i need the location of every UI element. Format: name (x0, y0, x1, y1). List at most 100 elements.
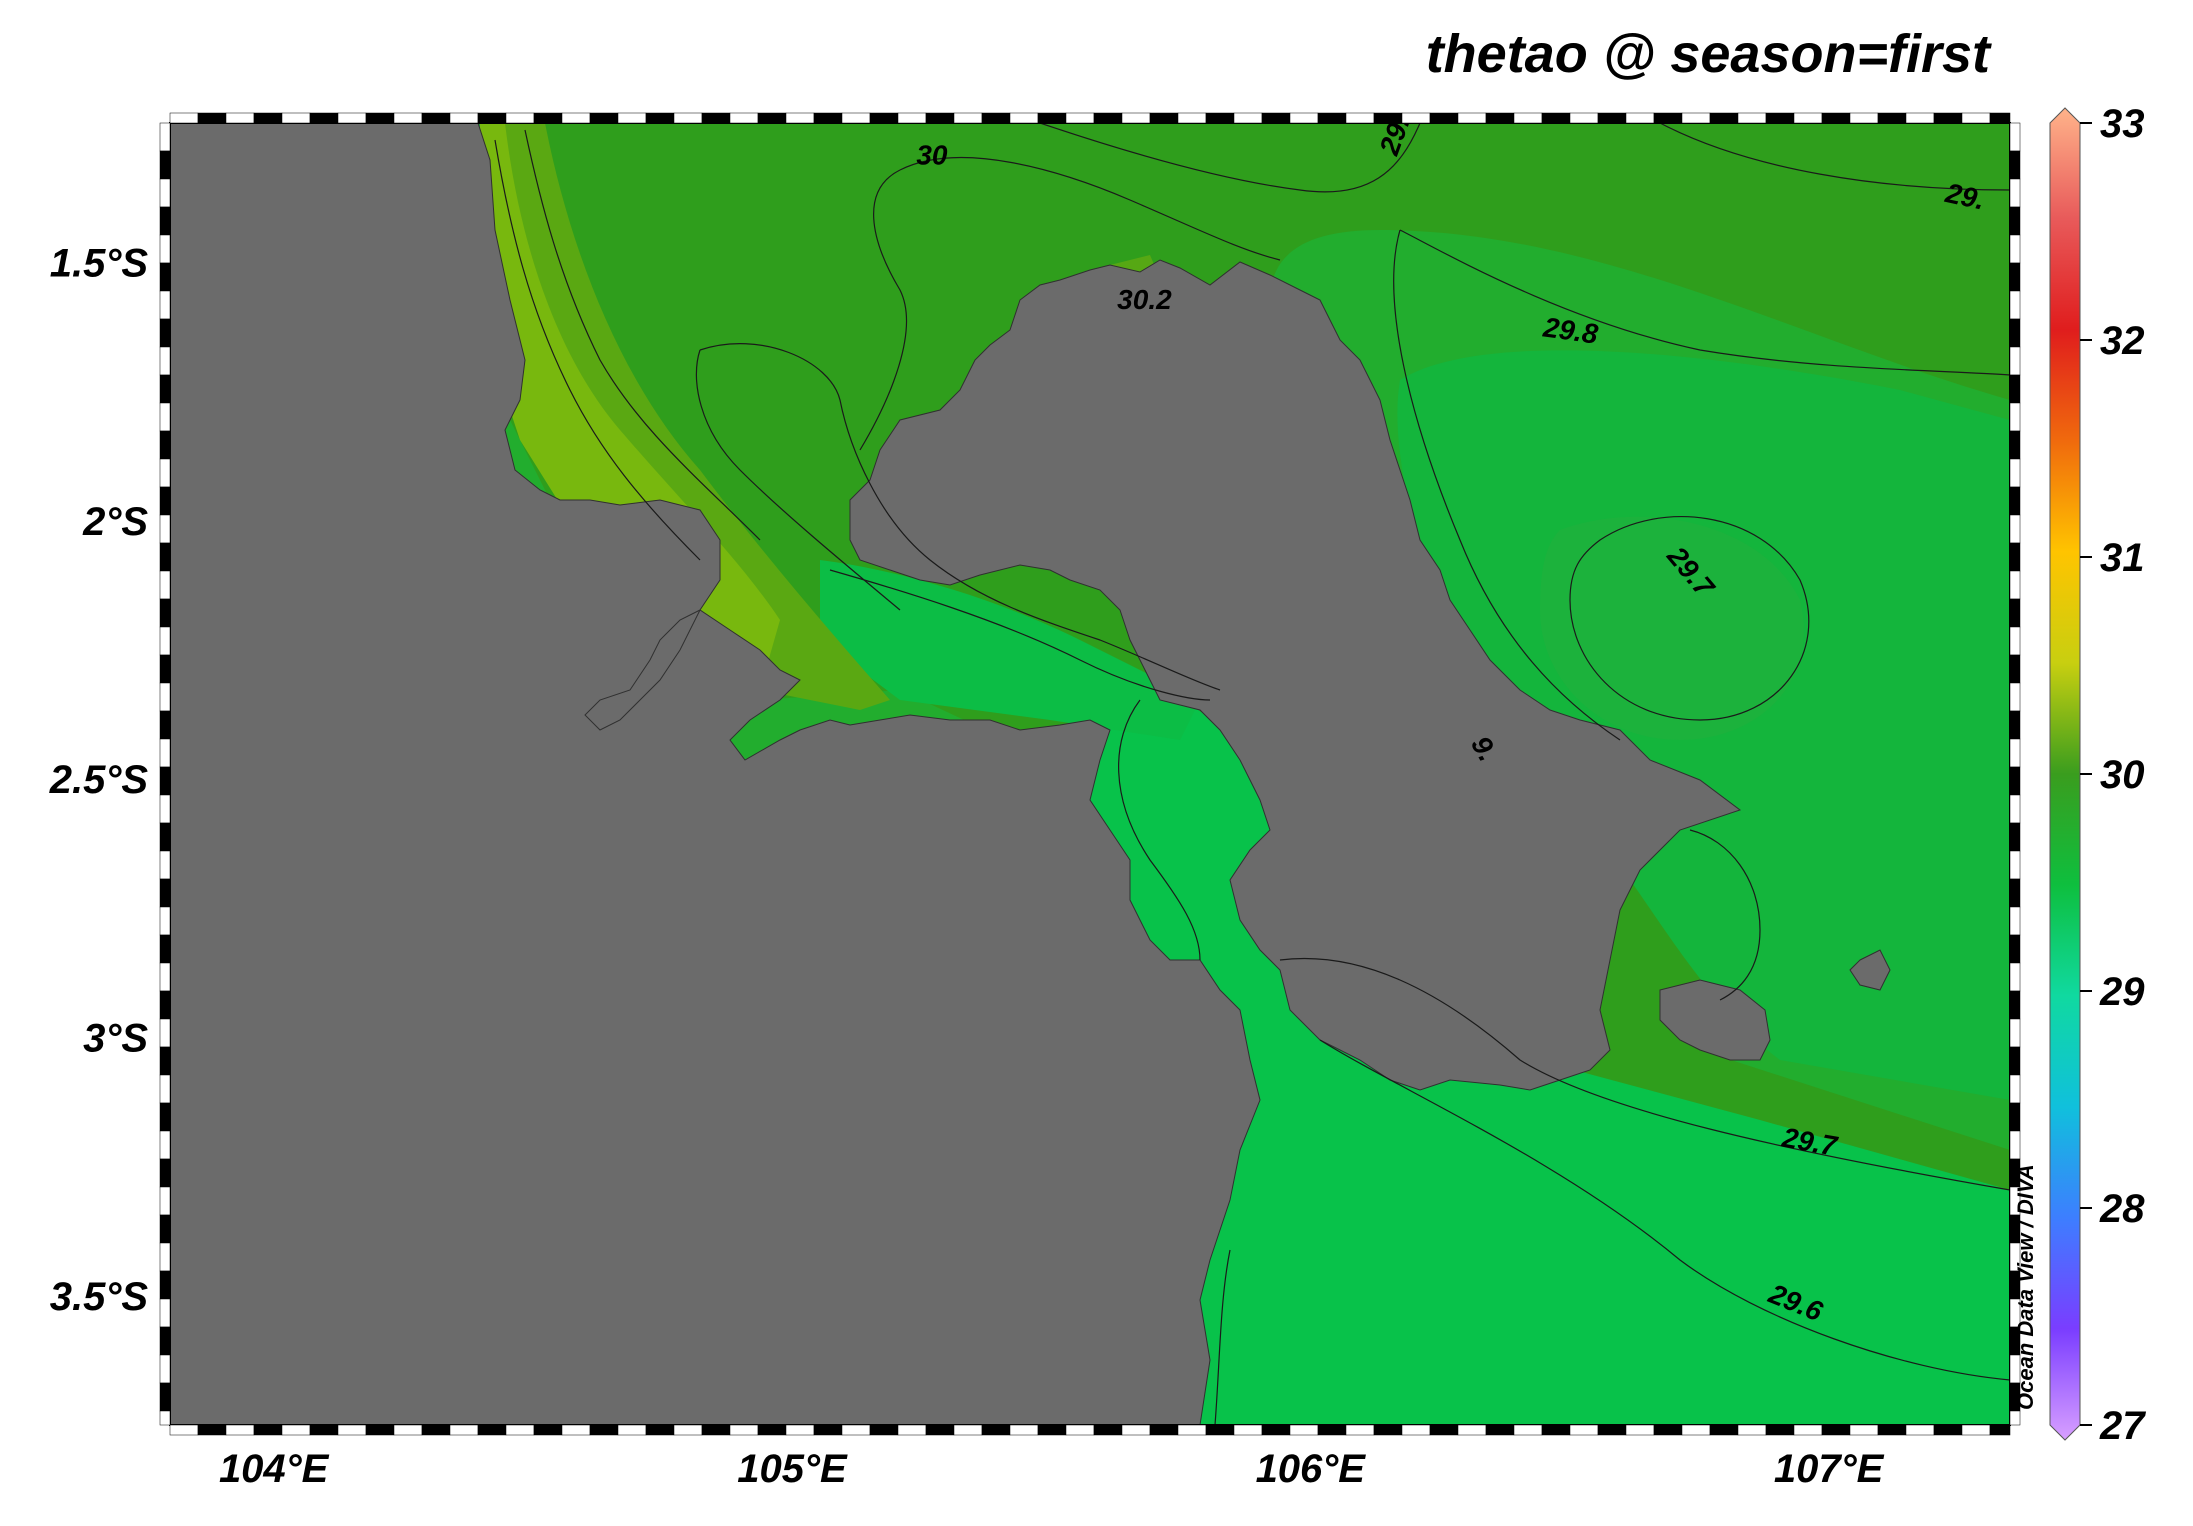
frame-tick (159, 290, 171, 320)
frame-tick (757, 1424, 787, 1436)
frame-tick (159, 1326, 171, 1356)
frame-ticks (159, 112, 2021, 1436)
frame-tick (2009, 346, 2021, 376)
frame-tick (159, 1354, 171, 1384)
frame-tick (159, 542, 171, 572)
frame-tick (785, 1424, 815, 1436)
frame-tick (1429, 112, 1459, 124)
contour-line (899, 157, 1281, 261)
frame-tick (159, 766, 171, 796)
colorbar-ticks: 33 32 31 30 29 28 27 (2080, 102, 2146, 1448)
x-tick-label: 107°E (1774, 1447, 1885, 1491)
frame-tick (159, 1382, 171, 1412)
frame-tick (841, 112, 871, 124)
frame-tick (1989, 112, 2011, 124)
frame-tick (159, 1046, 171, 1076)
colorbar-tick-label: 32 (2100, 319, 2145, 363)
frame-tick (2009, 402, 2021, 432)
frame-tick (2009, 458, 2021, 488)
frame-tick (159, 262, 171, 292)
frame-tick (1541, 1424, 1571, 1436)
frame-tick (2009, 934, 2021, 964)
frame-tick (159, 626, 171, 656)
x-axis-labels: 104°E 105°E 106°E 107°E (219, 1447, 1885, 1491)
frame-tick (365, 1424, 395, 1436)
frame-tick (1681, 1424, 1711, 1436)
frame-tick (2009, 1102, 2021, 1132)
frame-tick (1457, 112, 1487, 124)
frame-tick (2009, 150, 2021, 180)
frame-tick (159, 374, 171, 404)
frame-tick (1905, 112, 1935, 124)
colorbar-tick-label: 31 (2100, 536, 2145, 580)
frame-tick (159, 1242, 171, 1272)
frame-tick (1821, 112, 1851, 124)
frame-tick (1597, 112, 1627, 124)
frame-tick (159, 1270, 171, 1300)
frame-tick (309, 1424, 339, 1436)
frame-tick (617, 112, 647, 124)
frame-tick (281, 1424, 311, 1436)
frame-tick (533, 112, 563, 124)
frame-tick (197, 112, 227, 124)
frame-tick (2009, 710, 2021, 740)
colorbar: 33 32 31 30 29 28 27 (2049, 102, 2146, 1448)
frame-tick (2009, 486, 2021, 516)
frame-tick (159, 1186, 171, 1216)
frame-tick (1429, 1424, 1459, 1436)
frame-tick (1289, 112, 1319, 124)
frame-tick (1821, 1424, 1851, 1436)
frame-tick (2009, 122, 2021, 152)
frame-tick (1205, 112, 1235, 124)
frame-tick (1177, 112, 1207, 124)
frame-tick (869, 112, 899, 124)
frame-tick (159, 934, 171, 964)
frame-tick (1681, 112, 1711, 124)
frame-tick (1625, 1424, 1655, 1436)
x-tick-label: 104°E (219, 1447, 330, 1491)
contour-line (1393, 229, 1621, 741)
frame-tick (225, 112, 255, 124)
frame-tick (1233, 112, 1263, 124)
frame-tick (337, 1424, 367, 1436)
frame-tick (159, 906, 171, 936)
contour-line (1319, 1039, 2010, 1381)
frame-tick (159, 346, 171, 376)
frame-tick (159, 794, 171, 824)
frame-tick (1485, 1424, 1515, 1436)
frame-tick (1737, 1424, 1767, 1436)
contour-line (1689, 829, 1761, 1001)
frame-tick (449, 112, 479, 124)
contour-line (859, 169, 908, 451)
frame-tick (159, 318, 171, 348)
frame-tick (1009, 1424, 1039, 1436)
frame-tick (2009, 570, 2021, 600)
colorbar-tick-label: 29 (2099, 970, 2145, 1014)
contour-line (695, 349, 901, 611)
coastal-band-west (480, 123, 890, 710)
contour-line (829, 569, 1211, 701)
frame-tick (2009, 626, 2021, 656)
map-area: 30 29.29.30.229.829.79.29.729.6 (170, 123, 2010, 1425)
contour-line (1118, 699, 1201, 961)
frame-tick (159, 878, 171, 908)
frame-tick (2009, 542, 2021, 572)
frame-tick (701, 1424, 731, 1436)
frame-tick (673, 112, 703, 124)
frame-tick (2009, 822, 2021, 852)
frame-tick (1709, 1424, 1739, 1436)
land-sumatra (170, 123, 1261, 1425)
frame-tick (2009, 906, 2021, 936)
watermark: Ocean Data View / DIVA (2013, 1164, 2038, 1410)
frame-tick (2009, 654, 2021, 684)
contour-line (1569, 516, 1810, 721)
frame-tick (159, 402, 171, 432)
frame-tick (785, 112, 815, 124)
frame-tick (159, 1214, 171, 1244)
frame-tick (1765, 112, 1795, 124)
frame-tick (159, 486, 171, 516)
frame-tick (2009, 234, 2021, 264)
frame-tick (953, 1424, 983, 1436)
frame-tick (533, 1424, 563, 1436)
frame-tick (1989, 1424, 2011, 1436)
